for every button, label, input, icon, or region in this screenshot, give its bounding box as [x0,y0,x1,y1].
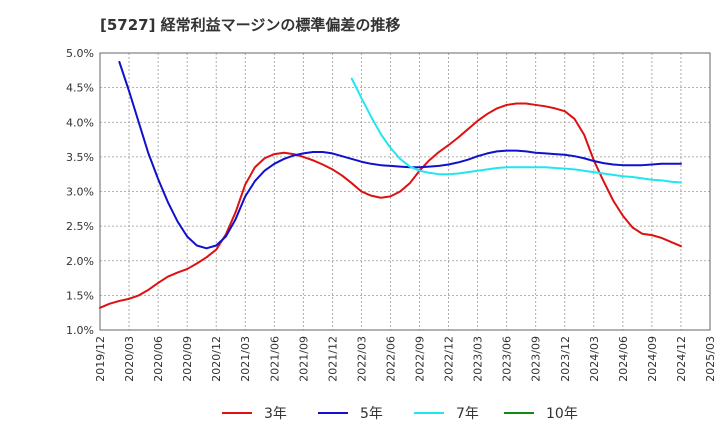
legend-label-10年: 10年 [546,406,578,422]
y-tick-label: 1.0% [66,324,94,337]
x-tick-label: 2020/09 [181,336,194,382]
x-tick-label: 2021/03 [239,336,252,382]
series-line-7年 [350,77,682,184]
legend-label-5年: 5年 [360,406,383,422]
chart-title: [5727] 経常利益マージンの標準偏差の推移 [100,16,401,34]
x-tick-labels: 2019/12 2020/03 2020/06 2020/09 2020/12 2021/… [94,336,717,382]
x-tick-label: 2022/09 [414,336,427,382]
plot-border [99,52,711,331]
legend-label-7年: 7年 [456,406,479,422]
legend-label-3年: 3年 [264,406,287,422]
series-line-3年 [99,102,682,309]
x-tick-label: 2023/03 [472,336,485,382]
y-tick-labels: 1.0% 1.5% 2.0% 2.5% 3.0% 3.5% 4.0% 4.5% 5.0% [66,47,94,337]
y-tick-label: 1.5% [66,289,94,302]
x-tick-label: 2020/06 [152,336,165,382]
series-lines [99,61,682,309]
y-tick-label: 4.0% [66,116,94,129]
x-tick-label: 2019/12 [94,336,107,382]
x-tick-label: 2021/09 [297,336,310,382]
x-tick-label: 2024/12 [675,336,688,382]
x-tick-label: 2023/09 [530,336,543,382]
x-tick-label: 2021/06 [268,336,281,382]
x-tick-label: 2025/03 [704,336,717,382]
y-tick-label: 2.5% [66,220,94,233]
x-tick-label: 2020/12 [210,336,223,382]
legend: 3年 5年 7年 10年 [222,406,578,422]
x-tick-label: 2023/12 [559,336,572,382]
x-tick-label: 2020/03 [123,336,136,382]
x-tick-label: 2022/06 [384,336,397,382]
x-tick-label: 2024/09 [646,336,659,382]
y-tick-label: 5.0% [66,47,94,60]
x-tick-label: 2021/12 [326,336,339,382]
y-tick-label: 4.5% [66,82,94,95]
x-tick-label: 2022/03 [355,336,368,382]
y-tick-label: 3.0% [66,186,94,199]
x-tick-label: 2023/06 [501,336,514,382]
y-tick-label: 3.5% [66,151,94,164]
y-tick-label: 2.0% [66,255,94,268]
x-tick-label: 2024/03 [588,336,601,382]
series-line-5年 [118,61,682,250]
x-tick-label: 2024/06 [617,336,630,382]
axes [99,52,711,331]
grid [99,52,711,331]
x-tick-label: 2022/12 [443,336,456,382]
